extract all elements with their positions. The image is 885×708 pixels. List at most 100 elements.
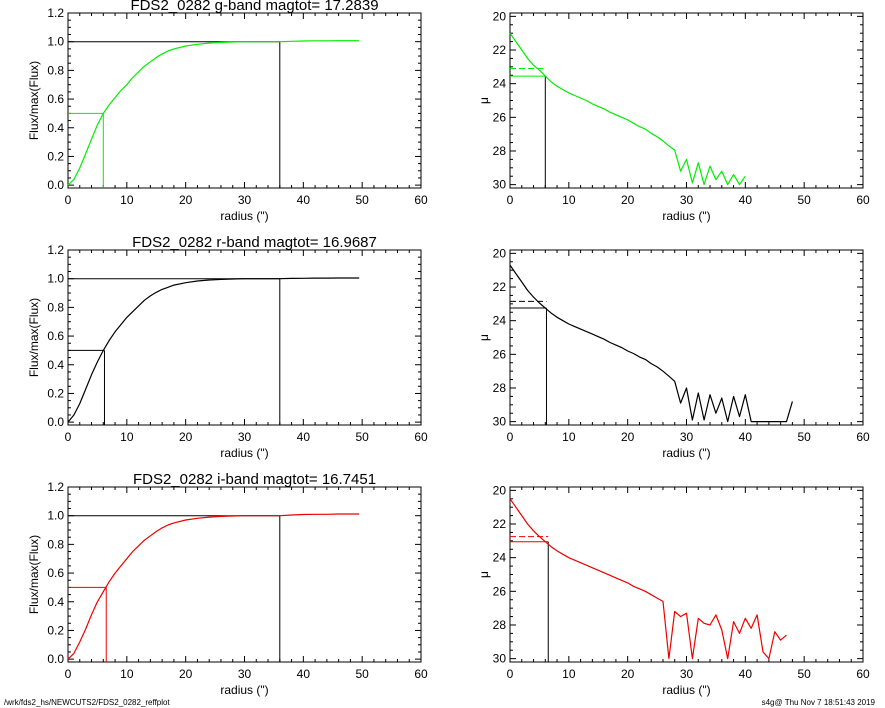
series-line-i bbox=[509, 498, 787, 660]
y-axis-label: μ bbox=[477, 97, 491, 104]
plot-frame bbox=[509, 249, 864, 426]
x-tick-label: 60 bbox=[856, 430, 870, 444]
x-tick-label: 30 bbox=[680, 667, 694, 681]
plot-frame bbox=[509, 486, 864, 663]
y-axis-label: μ bbox=[477, 571, 491, 578]
chart-title: FDS2_0282 r-band magtot= 16.9687 bbox=[132, 234, 377, 251]
y-tick-label: 0.2 bbox=[47, 386, 64, 400]
y-tick-label: 0.8 bbox=[47, 63, 64, 77]
y-tick-label: 30 bbox=[493, 178, 507, 192]
x-tick-label: 0 bbox=[507, 430, 514, 444]
y-tick-label: 1.0 bbox=[47, 35, 64, 49]
y-tick-label: 24 bbox=[493, 77, 507, 91]
x-tick-label: 10 bbox=[562, 193, 576, 207]
chart-title: FDS2_0282 i-band magtot= 16.7451 bbox=[133, 471, 376, 488]
y-tick-label: 24 bbox=[493, 551, 507, 565]
y-tick-label: 26 bbox=[493, 584, 507, 598]
y-tick-label: 0.4 bbox=[47, 595, 64, 609]
x-tick-label: 30 bbox=[680, 430, 694, 444]
x-axis-label: radius (") bbox=[662, 209, 710, 223]
x-tick-label: 20 bbox=[621, 430, 635, 444]
x-tick-label: 50 bbox=[355, 667, 369, 681]
panel-i-growth-curve: 0 10 20 30 40 50 60 0.0 0.2 0.4 0.6 0.8 1.0 1.2 radius… bbox=[27, 471, 428, 697]
x-tick-label: 40 bbox=[297, 430, 311, 444]
x-axis-label: radius (") bbox=[220, 446, 268, 460]
panel-r-growth-curve: 0 10 20 30 40 50 60 0.0 0.2 0.4 0.6 0.8 1.0 1.2 radius… bbox=[27, 234, 428, 460]
y-tick-label: 24 bbox=[493, 314, 507, 328]
y-tick-label: 22 bbox=[493, 280, 507, 294]
y-tick-label: 20 bbox=[493, 9, 507, 23]
panel-r-surface-brightness: 0 10 20 30 40 50 60 20 22 24 26 28 30 radius (") μ bbox=[477, 246, 870, 460]
x-tick-label: 50 bbox=[797, 430, 811, 444]
chart-title: FDS2_0282 g-band magtot= 17.2839 bbox=[130, 0, 378, 14]
x-tick-label: 50 bbox=[355, 193, 369, 207]
y-tick-label: 30 bbox=[493, 652, 507, 666]
x-tick-label: 20 bbox=[179, 430, 193, 444]
y-tick-label: 0.2 bbox=[47, 149, 64, 163]
series-line-r bbox=[67, 277, 360, 423]
x-tick-label: 40 bbox=[739, 193, 753, 207]
x-tick-label: 40 bbox=[297, 193, 311, 207]
x-tick-label: 40 bbox=[739, 430, 753, 444]
y-tick-label: 0.0 bbox=[47, 415, 64, 429]
x-tick-label: 20 bbox=[179, 193, 193, 207]
x-tick-label: 30 bbox=[680, 193, 694, 207]
y-tick-label: 28 bbox=[493, 144, 507, 158]
x-tick-label: 10 bbox=[120, 667, 134, 681]
x-tick-label: 30 bbox=[238, 430, 252, 444]
y-tick-label: 0.8 bbox=[47, 300, 64, 314]
x-tick-label: 60 bbox=[414, 667, 428, 681]
y-tick-label: 0.6 bbox=[47, 566, 64, 580]
y-axis-label: μ bbox=[477, 334, 491, 341]
y-tick-label: 0.6 bbox=[47, 92, 64, 106]
series-line-r bbox=[509, 264, 793, 423]
y-tick-label: 26 bbox=[493, 110, 507, 124]
y-tick-label: 0.4 bbox=[47, 121, 64, 135]
x-tick-label: 10 bbox=[120, 430, 134, 444]
series-line-g bbox=[67, 40, 360, 186]
x-axis-label: radius (") bbox=[662, 446, 710, 460]
y-axis-label: Flux/max(Flux) bbox=[27, 61, 41, 140]
y-tick-label: 0.4 bbox=[47, 358, 64, 372]
y-tick-label: 0.2 bbox=[47, 623, 64, 637]
x-tick-label: 50 bbox=[797, 667, 811, 681]
y-tick-label: 0.0 bbox=[47, 652, 64, 666]
y-tick-label: 0.0 bbox=[47, 178, 64, 192]
footer-path: /wrk/fds2_hs/NEWCUTS2/FDS2_0282_reffplot bbox=[4, 698, 170, 707]
y-tick-label: 20 bbox=[493, 246, 507, 260]
y-tick-label: 22 bbox=[493, 43, 507, 57]
y-tick-label: 0.8 bbox=[47, 537, 64, 551]
y-tick-label: 0.6 bbox=[47, 329, 64, 343]
panel-i-surface-brightness: 0 10 20 30 40 50 60 20 22 24 26 28 30 radius (") μ bbox=[477, 483, 870, 697]
x-axis-label: radius (") bbox=[220, 209, 268, 223]
x-tick-label: 30 bbox=[238, 667, 252, 681]
x-tick-label: 0 bbox=[65, 193, 72, 207]
plot-frame bbox=[67, 486, 422, 663]
y-axis-label: Flux/max(Flux) bbox=[27, 298, 41, 377]
x-tick-label: 20 bbox=[179, 667, 193, 681]
y-tick-label: 26 bbox=[493, 347, 507, 361]
plot-frame bbox=[67, 249, 422, 426]
y-tick-label: 20 bbox=[493, 483, 507, 497]
y-tick-label: 28 bbox=[493, 381, 507, 395]
x-tick-label: 20 bbox=[621, 667, 635, 681]
y-axis-label: Flux/max(Flux) bbox=[27, 535, 41, 614]
y-tick-label: 1.2 bbox=[47, 243, 64, 257]
x-tick-label: 60 bbox=[414, 430, 428, 444]
y-tick-label: 22 bbox=[493, 517, 507, 531]
x-tick-label: 40 bbox=[739, 667, 753, 681]
x-tick-label: 0 bbox=[65, 430, 72, 444]
x-tick-label: 50 bbox=[797, 193, 811, 207]
x-tick-label: 60 bbox=[414, 193, 428, 207]
y-tick-label: 1.0 bbox=[47, 272, 64, 286]
x-tick-label: 40 bbox=[297, 667, 311, 681]
x-axis-label: radius (") bbox=[220, 683, 268, 697]
footer-timestamp: s4g@ Thu Nov 7 18:51:43 2019 bbox=[762, 698, 876, 707]
x-axis-label: radius (") bbox=[662, 683, 710, 697]
x-tick-label: 10 bbox=[120, 193, 134, 207]
y-tick-label: 1.2 bbox=[47, 6, 64, 20]
x-tick-label: 0 bbox=[507, 667, 514, 681]
plot-frame bbox=[67, 12, 422, 189]
x-tick-label: 0 bbox=[507, 193, 514, 207]
